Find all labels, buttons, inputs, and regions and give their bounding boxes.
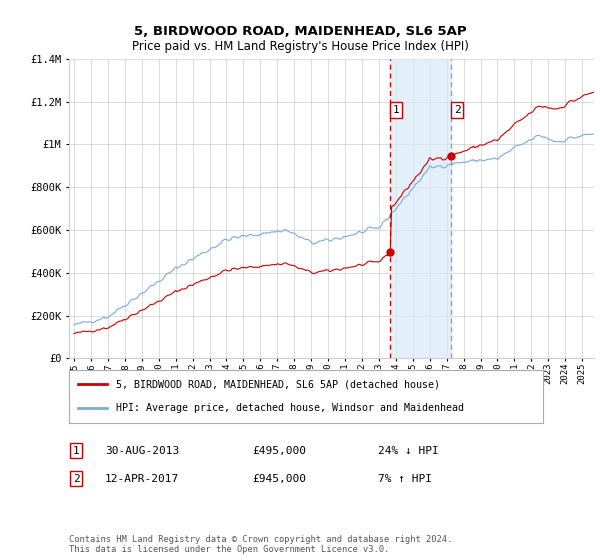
Text: 2: 2: [454, 105, 461, 115]
Text: 12-APR-2017: 12-APR-2017: [105, 474, 179, 484]
Text: 24% ↓ HPI: 24% ↓ HPI: [378, 446, 439, 456]
Text: Contains HM Land Registry data © Crown copyright and database right 2024.
This d: Contains HM Land Registry data © Crown c…: [69, 535, 452, 554]
Text: 2: 2: [73, 474, 80, 484]
Text: 30-AUG-2013: 30-AUG-2013: [105, 446, 179, 456]
Text: 1: 1: [393, 105, 400, 115]
Text: HPI: Average price, detached house, Windsor and Maidenhead: HPI: Average price, detached house, Wind…: [116, 403, 464, 413]
Text: £495,000: £495,000: [252, 446, 306, 456]
Text: £945,000: £945,000: [252, 474, 306, 484]
Bar: [390, 59, 451, 358]
Text: 7% ↑ HPI: 7% ↑ HPI: [378, 474, 432, 484]
Text: Price paid vs. HM Land Registry's House Price Index (HPI): Price paid vs. HM Land Registry's House …: [131, 40, 469, 53]
Text: 5, BIRDWOOD ROAD, MAIDENHEAD, SL6 5AP (detached house): 5, BIRDWOOD ROAD, MAIDENHEAD, SL6 5AP (d…: [116, 380, 440, 390]
Text: 5, BIRDWOOD ROAD, MAIDENHEAD, SL6 5AP: 5, BIRDWOOD ROAD, MAIDENHEAD, SL6 5AP: [134, 25, 466, 38]
Text: 1: 1: [73, 446, 80, 456]
